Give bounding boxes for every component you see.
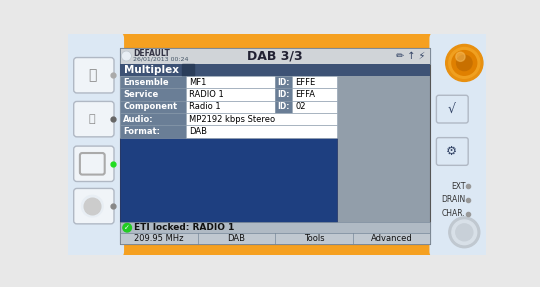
FancyBboxPatch shape bbox=[436, 95, 468, 123]
Text: ⏱: ⏱ bbox=[88, 68, 97, 82]
Circle shape bbox=[456, 224, 473, 241]
Bar bbox=[292, 101, 337, 113]
Text: √: √ bbox=[448, 103, 456, 116]
Bar bbox=[120, 76, 186, 88]
Circle shape bbox=[456, 55, 472, 71]
Text: ETI locked: RADIO 1: ETI locked: RADIO 1 bbox=[134, 223, 234, 232]
Bar bbox=[120, 101, 337, 113]
Bar bbox=[186, 113, 337, 125]
Text: ID:: ID: bbox=[277, 90, 289, 99]
Text: ID:: ID: bbox=[277, 102, 289, 111]
Bar bbox=[120, 76, 337, 88]
Bar bbox=[186, 101, 275, 113]
Text: 209.95 MHz: 209.95 MHz bbox=[134, 234, 184, 243]
Bar bbox=[186, 76, 275, 88]
Bar bbox=[275, 88, 292, 101]
Bar bbox=[120, 125, 337, 138]
Circle shape bbox=[122, 51, 131, 61]
FancyBboxPatch shape bbox=[80, 153, 105, 174]
Circle shape bbox=[123, 52, 130, 60]
Text: EFFA: EFFA bbox=[295, 90, 315, 99]
Bar bbox=[120, 113, 186, 125]
Bar bbox=[120, 48, 430, 65]
Circle shape bbox=[446, 44, 483, 82]
Text: DEFAULT: DEFAULT bbox=[133, 49, 170, 58]
Bar bbox=[292, 76, 337, 88]
Bar bbox=[120, 88, 186, 101]
FancyBboxPatch shape bbox=[73, 189, 114, 224]
Text: Multiplex: Multiplex bbox=[124, 65, 179, 75]
Bar bbox=[292, 88, 337, 101]
Bar bbox=[120, 48, 430, 244]
Text: ✓: ✓ bbox=[124, 225, 130, 231]
Text: 26/01/2013 00:24: 26/01/2013 00:24 bbox=[133, 57, 189, 62]
Bar bbox=[275, 76, 292, 88]
Text: Format:: Format: bbox=[123, 127, 160, 136]
Text: Radio 1: Radio 1 bbox=[189, 102, 221, 111]
FancyBboxPatch shape bbox=[65, 32, 124, 258]
Circle shape bbox=[82, 195, 103, 217]
Bar bbox=[120, 125, 186, 138]
Bar bbox=[120, 222, 430, 233]
Text: ✏ ↑ ⚡: ✏ ↑ ⚡ bbox=[396, 51, 426, 61]
Text: DAB: DAB bbox=[227, 234, 246, 243]
FancyBboxPatch shape bbox=[73, 146, 114, 181]
Text: Advanced: Advanced bbox=[370, 234, 413, 243]
Text: DRAIN: DRAIN bbox=[442, 195, 466, 205]
Text: ⚙: ⚙ bbox=[446, 145, 457, 158]
FancyBboxPatch shape bbox=[65, 32, 488, 258]
Text: EFFE: EFFE bbox=[295, 78, 315, 87]
Bar bbox=[120, 101, 186, 113]
Bar bbox=[120, 233, 430, 244]
FancyBboxPatch shape bbox=[73, 101, 114, 137]
Text: DAB: DAB bbox=[189, 127, 207, 136]
Text: EXT: EXT bbox=[451, 182, 466, 191]
Circle shape bbox=[456, 52, 465, 61]
Text: 02: 02 bbox=[295, 102, 306, 111]
Circle shape bbox=[449, 217, 480, 248]
Text: MP2192 kbps Stereo: MP2192 kbps Stereo bbox=[189, 115, 275, 124]
Text: Service: Service bbox=[123, 90, 159, 99]
Text: Audio:: Audio: bbox=[123, 115, 154, 124]
Text: Component: Component bbox=[123, 102, 178, 111]
Bar bbox=[120, 113, 337, 125]
Text: Tools: Tools bbox=[303, 234, 324, 243]
Bar bbox=[186, 125, 337, 138]
Text: RADIO 1: RADIO 1 bbox=[189, 90, 224, 99]
Text: Ensemble: Ensemble bbox=[123, 78, 169, 87]
Text: CHAR.: CHAR. bbox=[442, 209, 466, 218]
Text: MF1: MF1 bbox=[189, 78, 207, 87]
Bar bbox=[120, 65, 430, 76]
Circle shape bbox=[449, 48, 480, 78]
Bar bbox=[120, 138, 337, 222]
Text: DAB 3/3: DAB 3/3 bbox=[247, 49, 303, 63]
FancyBboxPatch shape bbox=[429, 32, 488, 258]
Text: 📊: 📊 bbox=[89, 114, 96, 124]
Circle shape bbox=[123, 224, 131, 232]
Circle shape bbox=[452, 51, 477, 75]
Circle shape bbox=[452, 220, 477, 245]
FancyBboxPatch shape bbox=[436, 138, 468, 165]
Polygon shape bbox=[182, 65, 194, 76]
FancyBboxPatch shape bbox=[73, 57, 114, 93]
Bar bbox=[275, 101, 292, 113]
Text: ID:: ID: bbox=[277, 78, 289, 87]
Bar bbox=[120, 88, 337, 101]
Bar bbox=[186, 88, 275, 101]
